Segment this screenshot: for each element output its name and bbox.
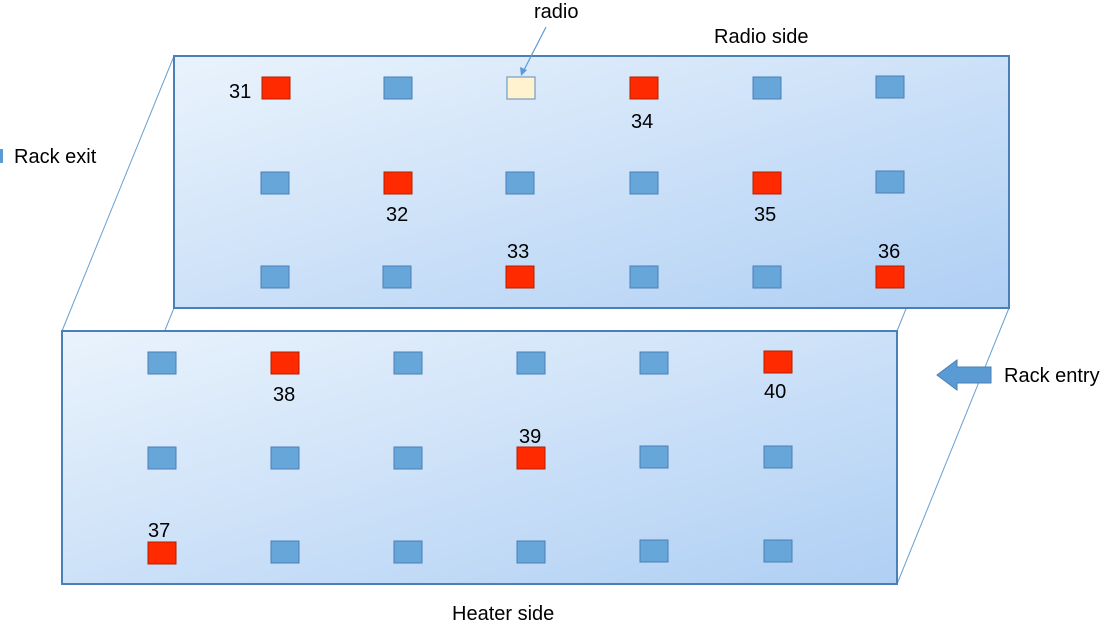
- sensor: [639, 351, 669, 375]
- sensor: [639, 539, 669, 563]
- sensor: [629, 265, 659, 289]
- sensor: [393, 351, 423, 375]
- sensor-label-38: 38: [273, 384, 295, 406]
- sensor-34: [629, 76, 659, 100]
- sensor: [270, 446, 300, 470]
- sensor-37: [147, 541, 177, 565]
- heater-side-sensors: [147, 350, 793, 565]
- radio-module: [506, 76, 536, 100]
- sensor: [147, 446, 177, 470]
- rack-entry-arrow: [936, 359, 992, 391]
- sensor-label-31: 31: [229, 81, 251, 103]
- sensor-label-35: 35: [754, 204, 776, 226]
- sensor: [382, 265, 412, 289]
- sensor-36: [875, 265, 905, 289]
- radio-label: radio: [534, 1, 578, 23]
- sensor-35: [752, 171, 782, 195]
- sensor: [639, 445, 669, 469]
- radio-side-sensors: [260, 75, 905, 289]
- sensor-label-32: 32: [386, 204, 408, 226]
- radio-side-panel: [173, 55, 1010, 309]
- sensor: [393, 446, 423, 470]
- sensor: [260, 265, 290, 289]
- sensor: [393, 540, 423, 564]
- sensor-label-34: 34: [631, 111, 653, 133]
- connector-bottom-right: [896, 307, 1010, 585]
- heater-side-label: Heater side: [452, 603, 554, 622]
- sensor: [516, 540, 546, 564]
- sensor: [516, 351, 546, 375]
- sensor: [875, 170, 905, 194]
- sensor-label-33: 33: [507, 241, 529, 263]
- sensor-39: [516, 446, 546, 470]
- radio-side-label: Radio side: [714, 26, 809, 48]
- sensor: [752, 265, 782, 289]
- rack-exit-arrow: [0, 149, 3, 163]
- sensor-40: [763, 350, 793, 374]
- sensor-label-39: 39: [519, 426, 541, 448]
- sensor: [763, 445, 793, 469]
- sensor: [763, 539, 793, 563]
- sensor-32: [383, 171, 413, 195]
- sensor-labels: 31 34 32 35 33 36 38 40 39 37: [148, 81, 900, 542]
- sensor-33: [505, 265, 535, 289]
- sensor: [752, 76, 782, 100]
- sensor: [260, 171, 290, 195]
- sensor-label-40: 40: [764, 381, 786, 403]
- connector-top-left: [61, 55, 175, 332]
- sensor: [629, 171, 659, 195]
- sensor: [147, 351, 177, 375]
- radio-pointer-arrow: [520, 26, 547, 76]
- sensor-38: [270, 351, 300, 375]
- heater-side-panel: [61, 330, 898, 585]
- sensor-31: [261, 76, 291, 100]
- sensor-label-37: 37: [148, 520, 170, 542]
- sensor: [875, 75, 905, 99]
- sensor: [270, 540, 300, 564]
- rack-entry-label: Rack entry: [1004, 365, 1100, 387]
- rack-exit-label: Rack exit: [14, 146, 97, 168]
- sensor-label-36: 36: [878, 241, 900, 263]
- sensor: [505, 171, 535, 195]
- sensor: [383, 76, 413, 100]
